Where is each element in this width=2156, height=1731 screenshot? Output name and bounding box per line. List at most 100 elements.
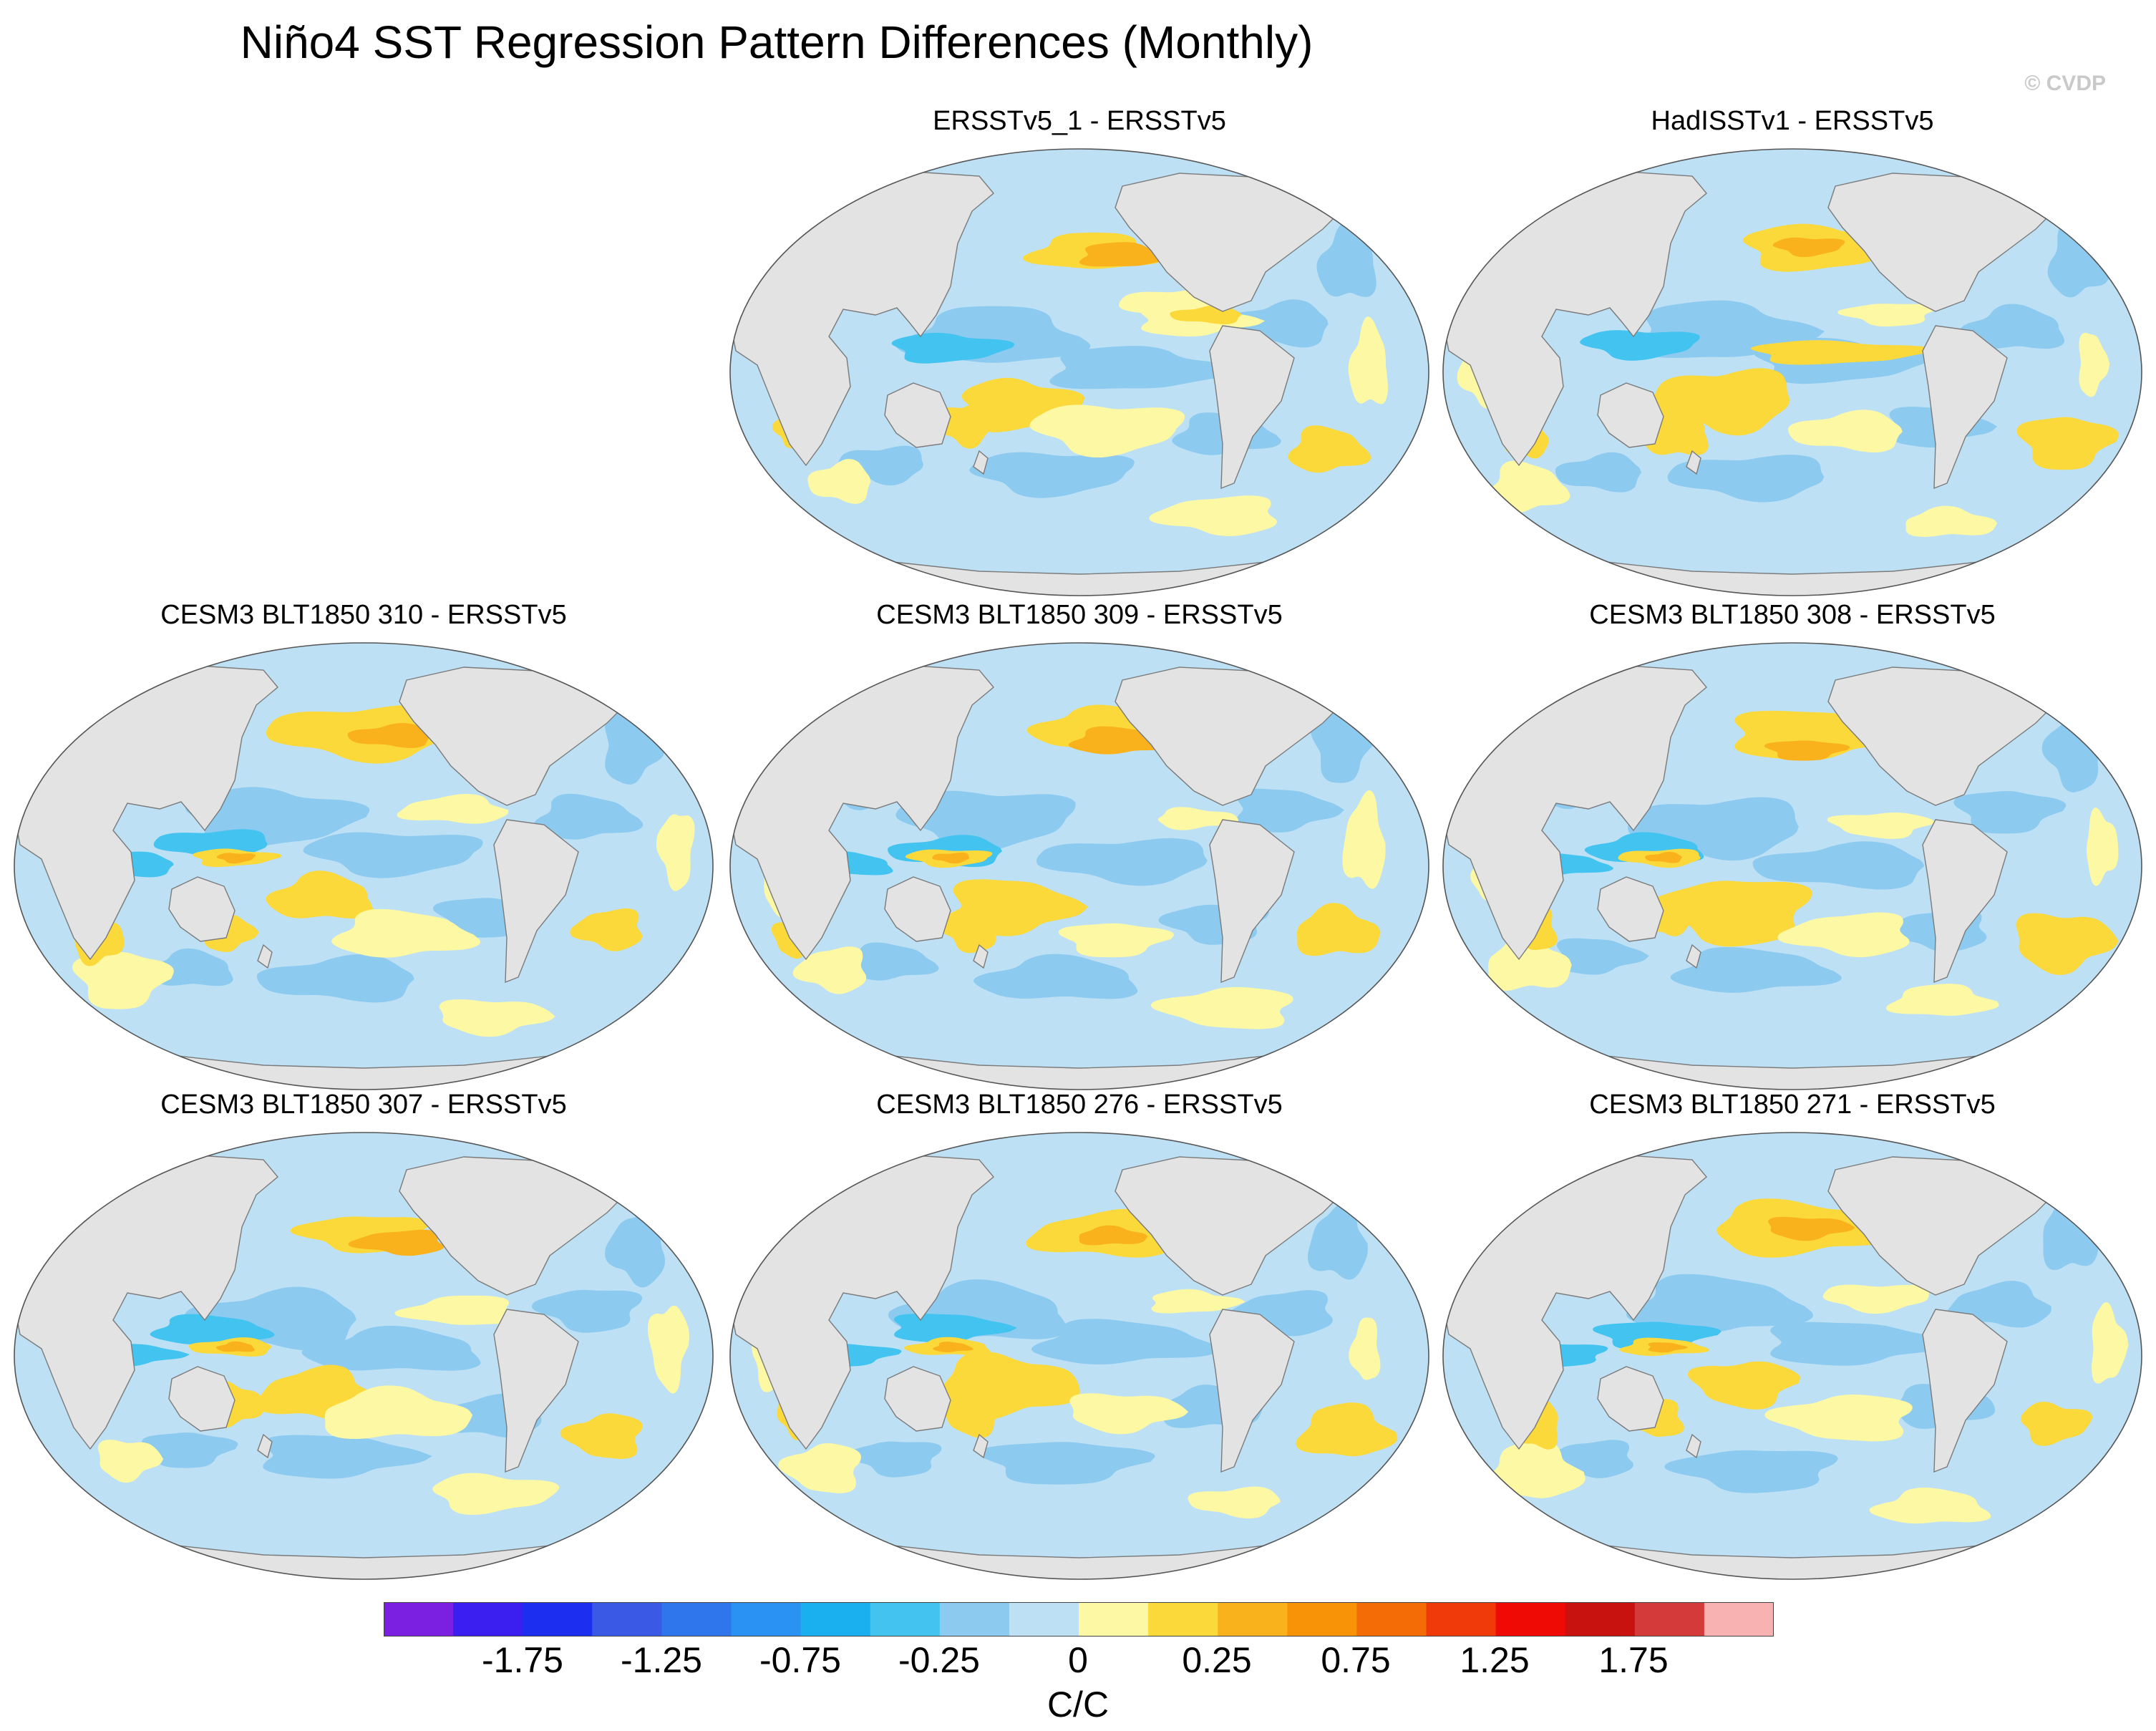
- positive-anomaly-area: [1869, 1487, 1991, 1524]
- south-america-landmass: [1209, 819, 1295, 984]
- positive-anomaly-area: [1837, 304, 1936, 327]
- negative-anomaly-area: [893, 1314, 1017, 1343]
- africa-eurasia-landmass: [1443, 171, 1707, 467]
- positive-anomaly-area: [215, 1341, 255, 1352]
- colorbar-swatch: [1495, 1602, 1566, 1637]
- positive-anomaly-area: [1485, 1440, 1586, 1498]
- regression-map: [14, 1132, 714, 1580]
- negative-anomaly-area: [303, 832, 483, 878]
- positive-anomaly-area: [2086, 808, 2119, 886]
- positive-anomaly-area: [1687, 1361, 1800, 1410]
- positive-anomaly-area: [266, 871, 374, 919]
- colorbar-swatch: [1356, 1602, 1427, 1637]
- colorbar-swatch: [731, 1602, 802, 1637]
- negative-anomaly-area: [605, 1211, 666, 1288]
- south-america-landmass: [493, 1309, 579, 1473]
- colorbar-swatch: [523, 1602, 593, 1637]
- positive-anomaly-area: [1296, 903, 1381, 956]
- map-panel-ersstv5-1: ERSSTv5_1 - ERSSTv5: [722, 106, 1437, 607]
- map-outline: [1442, 1132, 2142, 1580]
- positive-anomaly-area: [1151, 1289, 1245, 1314]
- south-america-landmass: [1209, 1309, 1295, 1473]
- colorbar-units: C/C: [1047, 1684, 1109, 1725]
- colorbar-tick-label: -1.75: [482, 1640, 563, 1680]
- negative-anomaly-area: [1049, 346, 1240, 389]
- positive-anomaly-area: [1648, 1342, 1689, 1353]
- panel-title: CESM3 BLT1850 308 - ERSSTv5: [1589, 600, 1996, 630]
- map-outline: [1442, 148, 2142, 596]
- south-america-landmass: [1922, 819, 2008, 984]
- negative-anomaly-area: [1953, 791, 2067, 834]
- negative-anomaly-area: [1555, 452, 1641, 493]
- positive-anomaly-area: [2021, 1402, 2093, 1446]
- negative-anomaly-area: [1664, 1450, 1838, 1493]
- positive-anomaly-area: [1827, 812, 1934, 839]
- positive-anomaly-area: [570, 908, 643, 951]
- colorbar-swatch: [1426, 1602, 1497, 1637]
- africa-eurasia-landmass: [730, 171, 994, 467]
- australia-landmass: [1597, 382, 1664, 448]
- colorbar-swatch: [453, 1602, 523, 1637]
- negative-anomaly-area: [1752, 841, 1925, 890]
- positive-anomaly-area: [1069, 1393, 1189, 1435]
- negative-anomaly-area: [1031, 1319, 1218, 1365]
- positive-anomaly-area: [1905, 505, 1997, 538]
- australia-landmass: [884, 876, 951, 942]
- positive-anomaly-area: [1639, 403, 1709, 455]
- regression-map: [1442, 148, 2142, 596]
- colorbar-tick-label: 0.25: [1182, 1640, 1252, 1680]
- positive-anomaly-area: [1777, 912, 1910, 958]
- positive-anomaly-area: [331, 908, 481, 958]
- colorbar-tick-label: 0.75: [1321, 1640, 1391, 1680]
- positive-anomaly-area: [324, 1385, 473, 1440]
- positive-anomaly-area: [1150, 986, 1293, 1029]
- positive-anomaly-area: [1157, 807, 1239, 830]
- positive-anomaly-area: [656, 814, 695, 891]
- south-america-landmass: [1209, 325, 1295, 490]
- negative-anomaly-area: [256, 954, 414, 1003]
- colorbar: [384, 1602, 1774, 1637]
- negative-anomaly-area: [263, 1435, 432, 1479]
- map-panel-cesm3-310: CESM3 BLT1850 310 - ERSSTv5: [6, 600, 722, 1101]
- map-panel-cesm3-309: CESM3 BLT1850 309 - ERSSTv5: [722, 600, 1437, 1101]
- colorbar-tick-label: 1.25: [1460, 1640, 1530, 1680]
- positive-anomaly-area: [1486, 460, 1570, 513]
- positive-anomaly-area: [1822, 1284, 1930, 1314]
- negative-anomaly-area: [969, 452, 1135, 498]
- new-zealand-landmass: [1686, 1433, 1701, 1459]
- africa-eurasia-landmass: [730, 665, 994, 961]
- figure-title: Niño4 SST Regression Pattern Differences…: [240, 16, 1313, 68]
- colorbar-swatch: [1218, 1602, 1288, 1637]
- new-zealand-landmass: [1686, 450, 1701, 475]
- map-outline: [729, 642, 1429, 1090]
- positive-anomaly-area: [933, 1342, 973, 1353]
- positive-anomaly-area: [1788, 409, 1903, 453]
- negative-anomaly-area: [531, 1289, 643, 1333]
- new-zealand-landmass: [257, 944, 273, 969]
- positive-anomaly-area: [1029, 404, 1185, 458]
- new-zealand-landmass: [1686, 944, 1701, 969]
- positive-anomaly-area: [1654, 368, 1790, 436]
- negative-anomaly-area: [845, 942, 939, 981]
- panel-title: HadISSTv1 - ERSSTv5: [1651, 106, 1934, 136]
- positive-anomaly-area: [1149, 495, 1277, 537]
- panel-title: CESM3 BLT1850 276 - ERSSTv5: [876, 1090, 1283, 1120]
- negative-anomaly-area: [1036, 838, 1208, 886]
- positive-anomaly-area: [936, 1386, 1009, 1438]
- negative-anomaly-area: [847, 1441, 942, 1478]
- new-zealand-landmass: [973, 450, 989, 475]
- new-zealand-landmass: [973, 944, 989, 969]
- colorbar-swatch: [1148, 1602, 1218, 1637]
- positive-anomaly-area: [792, 946, 867, 994]
- negative-anomaly-area: [2043, 1192, 2101, 1271]
- negative-anomaly-area: [891, 332, 1015, 364]
- positive-anomaly-area: [1342, 790, 1386, 889]
- south-america-landmass: [493, 819, 579, 984]
- australia-landmass: [168, 1366, 235, 1432]
- map-outline: [729, 148, 1429, 596]
- negative-anomaly-area: [1770, 1322, 1956, 1366]
- positive-anomaly-area: [2016, 913, 2119, 975]
- positive-anomaly-area: [1764, 1395, 1913, 1442]
- negative-anomaly-area: [973, 954, 1138, 999]
- positive-anomaly-area: [2016, 417, 2119, 470]
